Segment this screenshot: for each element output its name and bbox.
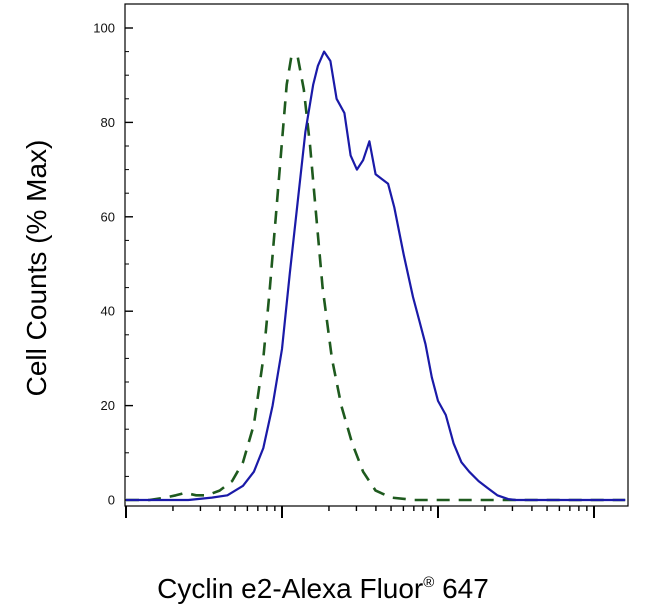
y-tick-label: 40 bbox=[101, 304, 115, 319]
y-axis-title: Cell Counts (% Max) bbox=[21, 140, 52, 397]
y-tick-label: 100 bbox=[93, 21, 115, 36]
plot-frame bbox=[124, 3, 629, 507]
plot-area: 0 20 40 60 80 100 bbox=[93, 3, 629, 518]
y-tick-label: 60 bbox=[101, 209, 115, 224]
y-tick-label: 0 bbox=[108, 493, 115, 508]
x-axis-title-superscript: ® bbox=[423, 574, 434, 591]
x-axis-title: Cyclin e2-Alexa Fluor® 647 bbox=[157, 573, 489, 604]
y-tick-label: 20 bbox=[101, 398, 115, 413]
series-line-dashed bbox=[126, 55, 626, 502]
x-axis-title-suffix: 647 bbox=[434, 573, 489, 604]
x-axis-title-main: Cyclin e2-Alexa Fluor bbox=[157, 573, 423, 604]
y-tick-label: 80 bbox=[101, 115, 115, 130]
series-line-solid bbox=[126, 50, 626, 502]
